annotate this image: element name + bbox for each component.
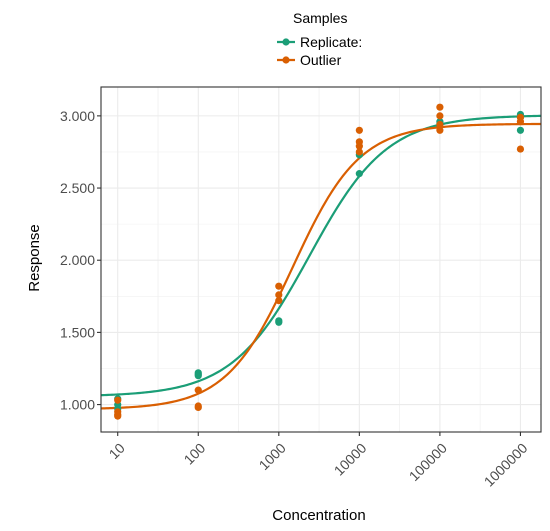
plot-panel [100, 86, 542, 433]
point-outlier [516, 118, 525, 126]
y-tick-label: 2.000 [60, 252, 95, 268]
y-axis: 1.000 1.500 2.000 2.500 3.000 [60, 108, 101, 413]
point-outlier [275, 282, 283, 290]
data-points [114, 103, 525, 420]
y-tick-label: 3.000 [60, 108, 95, 124]
legend-marker-outlier [282, 56, 290, 64]
legend-key-outlier [277, 56, 295, 64]
point-outlier [355, 126, 363, 134]
legend: Samples Replicate: Outlier [277, 10, 362, 68]
legend-label-replicate: Replicate: [300, 34, 362, 50]
legend-label-outlier: Outlier [300, 52, 342, 68]
legend-key-replicate [277, 38, 295, 46]
point-outlier [355, 142, 363, 150]
grid-minor [101, 87, 541, 432]
y-tick-label: 2.500 [60, 180, 95, 196]
legend-title: Samples [293, 10, 347, 26]
point-outlier [194, 386, 202, 394]
y-tick-label: 1.000 [60, 397, 95, 413]
point-outlier [275, 291, 283, 299]
point-replicate [516, 126, 525, 134]
point-replicate [275, 318, 283, 326]
legend-items: Replicate: Outlier [277, 34, 362, 68]
point-outlier [436, 126, 444, 134]
point-outlier [436, 103, 444, 111]
point-outlier [355, 148, 363, 156]
fit-curve-outlier [100, 122, 542, 410]
point-outlier [275, 297, 283, 305]
point-outlier [516, 145, 525, 153]
fit-curve-replicate [100, 114, 542, 397]
point-outlier [114, 412, 122, 420]
point-outlier [114, 396, 122, 404]
x-axis-title: Concentration [272, 507, 365, 524]
y-tick-label: 1.500 [60, 324, 95, 340]
point-replicate [194, 372, 202, 380]
panel-background [101, 87, 541, 432]
fitted-curves [100, 114, 542, 410]
point-outlier [194, 403, 202, 412]
point-outlier [436, 112, 444, 120]
panel-border [100, 86, 542, 433]
point-outlier [436, 120, 444, 129]
y-axis-title: Response [26, 224, 43, 292]
point-replicate [355, 170, 363, 178]
legend-marker-replicate [282, 38, 290, 46]
